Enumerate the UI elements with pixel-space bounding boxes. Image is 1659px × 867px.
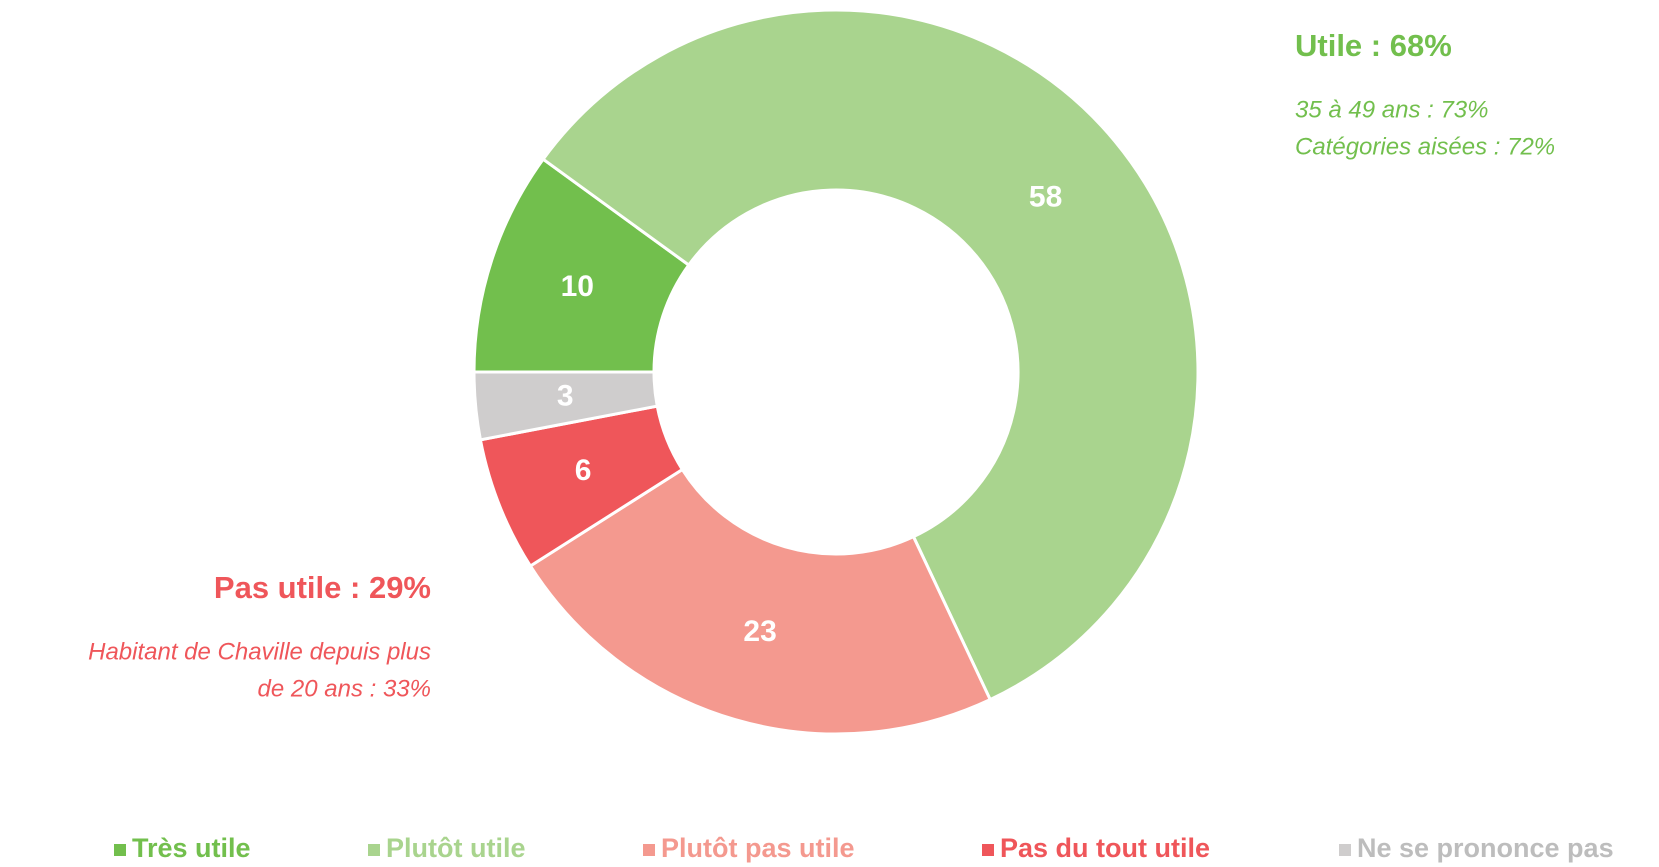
data-label: 23 (743, 615, 776, 648)
legend-label: Plutôt pas utile (661, 833, 855, 863)
legend-swatch (368, 844, 380, 856)
data-label: 3 (557, 380, 574, 413)
legend-label: Plutôt utile (386, 833, 525, 863)
annotation-line: Catégories aisées : 72% (1295, 133, 1555, 160)
legend-label: Ne se prononce pas (1357, 833, 1614, 863)
legend-swatch (982, 844, 994, 856)
slice (472, 370, 659, 442)
legend-label: Très utile (132, 833, 251, 863)
donut (472, 8, 1200, 736)
annotation-line: de 20 ans : 33% (258, 675, 431, 702)
data-label: 10 (561, 270, 594, 303)
slice (541, 8, 1200, 702)
annotation-title: Utile : 68% (1295, 28, 1452, 63)
slice (528, 467, 993, 736)
legend-swatch (643, 844, 655, 856)
data-label: 6 (575, 454, 592, 487)
legend-swatch (1339, 844, 1351, 856)
annotation-line: Habitant de Chaville depuis plus (88, 638, 431, 665)
annotation-title: Pas utile : 29% (214, 570, 431, 605)
data-label: 58 (1029, 181, 1062, 214)
annotation-line: 35 à 49 ans : 73% (1295, 96, 1488, 123)
legend-swatch (114, 844, 126, 856)
legend-label: Pas du tout utile (1000, 833, 1210, 863)
